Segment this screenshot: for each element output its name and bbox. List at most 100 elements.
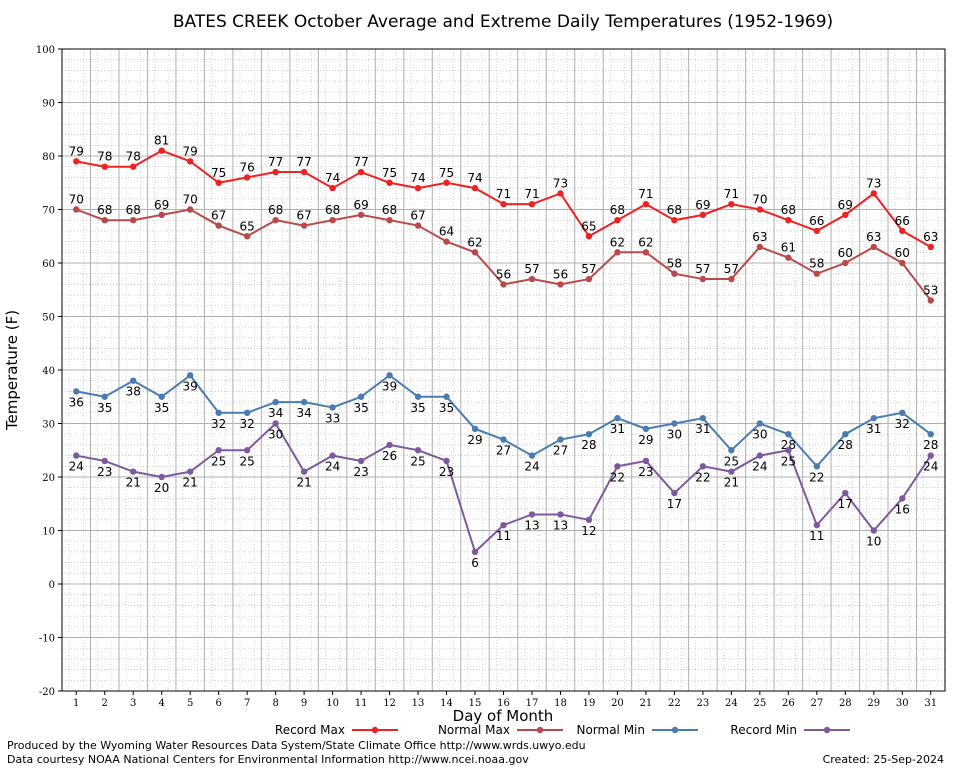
data-label-normal-max: 68 (97, 203, 112, 217)
data-point-record-max (73, 158, 80, 165)
x-tick-label: 15 (469, 698, 482, 709)
data-point-normal-max (642, 249, 650, 256)
data-point-normal-max (443, 238, 450, 245)
data-label-normal-min: 32 (240, 417, 255, 431)
data-point-normal-min (329, 404, 336, 411)
data-label-normal-max: 63 (752, 230, 767, 244)
data-point-record-min (585, 516, 593, 523)
data-point-record-max (899, 227, 906, 235)
x-tick-label: 14 (440, 698, 453, 709)
y-tick-label: 50 (42, 313, 55, 324)
data-label-record-max: 68 (610, 203, 625, 217)
series-record-min: 24 23 21 20 21 25 25 30 21 24 23 26 25 23 6 11 13 13 12 22 2… (69, 420, 938, 570)
data-label-record-min: 11 (809, 529, 824, 543)
data-label-record-max: 79 (69, 144, 84, 158)
legend-label-record-max: Record Max (275, 723, 345, 737)
data-label-normal-max: 56 (496, 267, 511, 281)
data-label-record-max: 74 (467, 171, 482, 185)
data-label-record-max: 71 (638, 187, 653, 201)
data-point-normal-max (101, 217, 108, 224)
footer-created-date: Created: 25-Sep-2024 (823, 753, 944, 766)
x-tick-label: 28 (839, 698, 852, 709)
data-label-record-min: 30 (268, 428, 283, 442)
data-label-record-min: 23 (439, 465, 454, 479)
data-label-normal-min: 34 (268, 406, 283, 420)
data-label-record-min: 23 (97, 465, 112, 479)
data-label-normal-max: 58 (667, 257, 682, 271)
data-label-record-min: 23 (353, 465, 368, 479)
data-point-normal-max (785, 254, 792, 261)
data-point-normal-max (756, 243, 764, 251)
data-point-normal-min (357, 393, 365, 400)
legend-marker-record-min (823, 726, 831, 734)
legend-label-record-min: Record Min (730, 723, 797, 737)
data-label-normal-min: 31 (866, 422, 881, 436)
data-label-record-max: 77 (296, 155, 311, 169)
data-label-normal-min: 29 (467, 433, 482, 447)
data-point-normal-min (699, 414, 707, 422)
data-point-normal-max (728, 275, 735, 283)
data-label-record-max: 71 (496, 187, 511, 201)
x-tick-label: 19 (583, 698, 596, 709)
data-label-record-min: 13 (553, 518, 568, 532)
data-point-record-max (870, 190, 877, 197)
y-tick-label: 30 (42, 420, 55, 431)
data-label-normal-max: 57 (581, 262, 596, 276)
data-point-record-min (500, 521, 507, 529)
x-tick-label: 8 (272, 698, 278, 709)
data-point-record-min (272, 420, 279, 427)
data-label-record-min: 23 (638, 465, 653, 479)
data-label-record-max: 77 (353, 155, 368, 169)
x-tick-label: 24 (725, 698, 738, 709)
data-point-record-max (414, 184, 422, 192)
data-label-record-min: 24 (923, 460, 938, 474)
data-label-record-min: 16 (895, 502, 910, 516)
data-point-normal-max (300, 222, 308, 229)
y-axis-ticks: -20 -10 0 10 20 30 40 50 60 70 80 90 100 (36, 45, 62, 698)
data-label-normal-min: 30 (752, 428, 767, 442)
footer-credit-wrds: Produced by the Wyoming Water Resources … (7, 739, 586, 752)
data-point-normal-max (414, 222, 422, 229)
x-tick-label: 11 (355, 698, 368, 709)
data-label-normal-min: 24 (524, 460, 539, 474)
data-point-record-min (130, 468, 137, 475)
data-label-normal-min: 22 (809, 470, 824, 484)
data-point-record-max (500, 200, 507, 208)
data-point-record-max (443, 179, 450, 186)
data-point-normal-min (614, 414, 621, 422)
series-record-max: 79 78 78 81 79 75 76 77 77 74 77 75 74 75 74 71 71 73 65 68… (69, 134, 938, 251)
data-point-normal-min (899, 409, 906, 416)
data-point-normal-max (73, 206, 80, 213)
data-point-normal-min (528, 452, 536, 459)
data-point-record-min (614, 463, 621, 470)
data-label-record-max: 75 (211, 166, 226, 180)
data-label-normal-max: 61 (781, 241, 796, 255)
data-label-normal-max: 62 (467, 235, 482, 249)
x-tick-label: 10 (326, 698, 339, 709)
data-point-record-max (528, 200, 536, 208)
data-label-normal-min: 31 (610, 422, 625, 436)
x-tick-label: 21 (640, 698, 653, 709)
data-label-normal-min: 36 (69, 395, 84, 409)
data-point-normal-min (500, 436, 507, 443)
x-tick-label: 20 (611, 698, 624, 709)
data-label-record-max: 78 (126, 150, 141, 164)
data-label-normal-max: 67 (296, 209, 311, 223)
x-tick-label: 23 (697, 698, 710, 709)
x-tick-label: 22 (668, 698, 681, 709)
x-tick-label: 29 (867, 698, 880, 709)
data-point-normal-min (101, 393, 108, 400)
data-point-record-min (842, 489, 849, 497)
data-point-record-max (699, 211, 707, 219)
data-point-normal-max (528, 275, 536, 283)
data-label-record-max: 63 (923, 230, 938, 244)
data-point-record-max (272, 168, 279, 176)
data-label-record-max: 77 (268, 155, 283, 169)
data-label-record-max: 66 (895, 214, 910, 228)
data-label-record-max: 75 (439, 166, 454, 180)
data-label-normal-min: 35 (439, 401, 454, 415)
data-point-record-max (671, 217, 678, 224)
major-gridlines (62, 48, 946, 692)
x-tick-label: 7 (244, 698, 250, 709)
data-label-record-max: 71 (524, 187, 539, 201)
